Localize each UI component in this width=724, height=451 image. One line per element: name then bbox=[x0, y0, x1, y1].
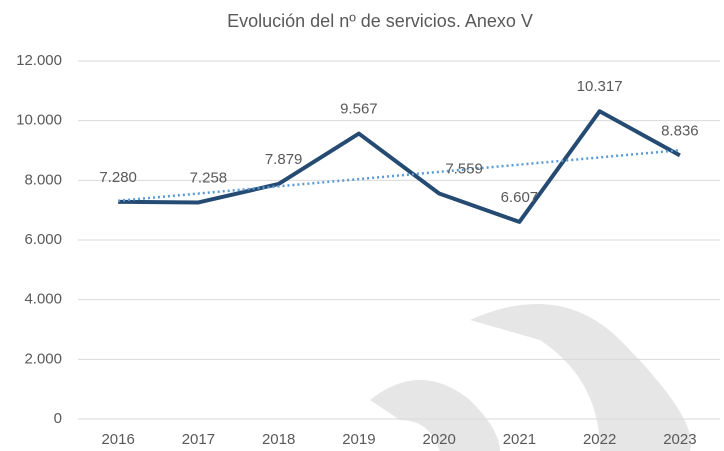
data-label: 10.317 bbox=[577, 78, 623, 95]
y-tick-label: 8.000 bbox=[24, 171, 62, 188]
data-label: 7.559 bbox=[445, 160, 483, 177]
x-tick-label: 2022 bbox=[583, 431, 616, 448]
chart-title: Evolución del nº de servicios. Anexo V bbox=[227, 11, 533, 31]
y-tick-label: 12.000 bbox=[16, 52, 62, 69]
x-tick-label: 2017 bbox=[182, 431, 215, 448]
y-tick-label: 10.000 bbox=[16, 112, 62, 129]
data-label: 6.607 bbox=[501, 189, 539, 206]
y-tick-label: 6.000 bbox=[24, 231, 62, 248]
x-tick-label: 2021 bbox=[503, 431, 536, 448]
x-tick-label: 2020 bbox=[422, 431, 455, 448]
data-label: 7.280 bbox=[99, 169, 137, 186]
y-tick-label: 4.000 bbox=[24, 291, 62, 308]
x-tick-label: 2016 bbox=[101, 431, 134, 448]
watermark bbox=[470, 304, 692, 451]
y-tick-label: 2.000 bbox=[24, 350, 62, 367]
data-label: 8.836 bbox=[661, 122, 699, 139]
data-label: 7.879 bbox=[265, 151, 303, 168]
x-tick-label: 2023 bbox=[663, 431, 696, 448]
x-tick-label: 2018 bbox=[262, 431, 295, 448]
x-tick-label: 2019 bbox=[342, 431, 375, 448]
y-tick-label: 0 bbox=[54, 410, 62, 427]
series-line bbox=[118, 109, 681, 224]
watermark bbox=[370, 380, 500, 451]
trendline bbox=[118, 148, 680, 203]
data-label: 7.258 bbox=[190, 169, 228, 186]
data-label: 9.567 bbox=[340, 101, 378, 118]
